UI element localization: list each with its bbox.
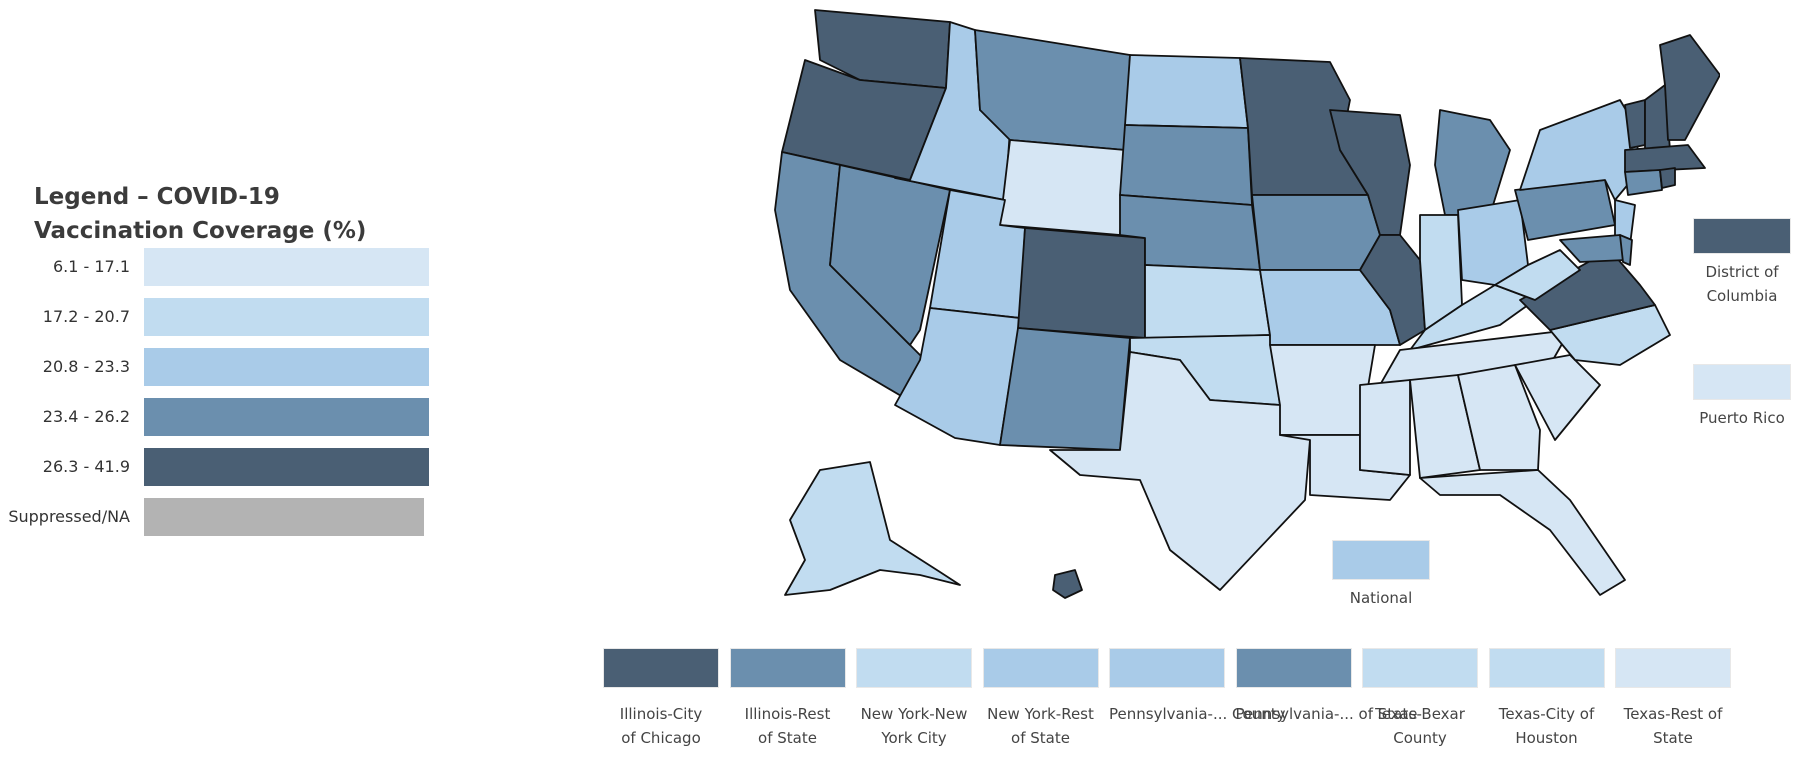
jurisdiction-label: Illinois-City of Chicago xyxy=(619,705,703,747)
jurisdiction-label: Texas-Bexar County xyxy=(1375,705,1465,747)
legend-item-swatch xyxy=(144,348,429,386)
state-delaware[interactable] xyxy=(1619,234,1633,266)
state-new-mexico[interactable] xyxy=(999,327,1131,451)
national-label: National xyxy=(1349,589,1413,607)
state-south-dakota[interactable] xyxy=(1119,124,1253,206)
state-iowa[interactable] xyxy=(1251,194,1381,271)
legend-item-swatch xyxy=(144,398,429,436)
legend-item-swatch xyxy=(144,448,429,486)
jurisdiction-item[interactable]: New York-New York City xyxy=(856,648,972,750)
legend-item-swatch xyxy=(144,498,424,536)
jurisdiction-swatch xyxy=(856,648,972,688)
state-maine[interactable] xyxy=(1659,34,1721,141)
state-north-dakota[interactable] xyxy=(1124,54,1249,129)
jurisdiction-label: Pennsylvania-... of State xyxy=(1235,705,1418,723)
jurisdiction-item[interactable]: New York-Rest of State xyxy=(982,648,1099,750)
jurisdiction-swatch xyxy=(1362,648,1478,688)
jurisdiction-label: New York-New York City xyxy=(860,705,968,747)
jurisdiction-swatch xyxy=(982,648,1099,688)
legend-item: 20.8 - 23.3 xyxy=(0,348,440,386)
pr-swatch xyxy=(1693,364,1791,400)
national-swatch xyxy=(1332,540,1430,580)
jurisdiction-swatch xyxy=(1235,648,1352,688)
jurisdiction-label: Texas-Rest of State xyxy=(1623,705,1723,747)
state-colorado[interactable] xyxy=(1017,227,1146,339)
jurisdiction-swatch xyxy=(729,648,846,688)
state-rhode-island[interactable] xyxy=(1659,167,1676,189)
jurisdiction-label: New York-Rest of State xyxy=(987,705,1094,747)
state-alaska[interactable] xyxy=(784,461,961,596)
state-mississippi[interactable] xyxy=(1359,379,1411,476)
legend-item-label: Suppressed/NA xyxy=(8,507,130,526)
jurisdiction-swatch xyxy=(603,648,719,688)
state-wyoming[interactable] xyxy=(999,139,1126,236)
state-hawaii[interactable] xyxy=(1052,569,1083,599)
jurisdiction-item[interactable]: Pennsylvania-... County xyxy=(1109,648,1286,726)
dc-box: District of Columbia xyxy=(1690,218,1794,308)
state-michigan[interactable] xyxy=(1434,109,1511,216)
us-map-svg xyxy=(774,9,1721,599)
jurisdiction-item[interactable]: Texas-City of Houston xyxy=(1488,648,1605,750)
legend-item-label: 26.3 - 41.9 xyxy=(42,457,130,476)
legend-title: Legend – COVID-19 Vaccination Coverage (… xyxy=(34,184,367,244)
state-kansas[interactable] xyxy=(1144,264,1271,339)
jurisdiction-label: Illinois-Rest of State xyxy=(744,705,831,747)
jurisdiction-item[interactable]: Texas-Rest of State xyxy=(1615,648,1731,750)
legend-item: 6.1 - 17.1 xyxy=(0,248,440,286)
state-south-carolina[interactable] xyxy=(1514,354,1601,441)
legend-item-swatch xyxy=(144,248,429,286)
legend-item: Suppressed/NA xyxy=(0,498,440,536)
dc-swatch xyxy=(1693,218,1791,254)
state-florida[interactable] xyxy=(1419,469,1626,596)
national-box: National xyxy=(1326,540,1436,610)
legend-item-label: 6.1 - 17.1 xyxy=(52,257,130,276)
jurisdiction-swatch xyxy=(1488,648,1605,688)
legend-item-label: 20.8 - 23.3 xyxy=(42,357,130,376)
legend-item: 26.3 - 41.9 xyxy=(0,448,440,486)
pr-box: Puerto Rico xyxy=(1690,364,1794,430)
state-georgia[interactable] xyxy=(1457,364,1541,471)
jurisdiction-label: Pennsylvania-... County xyxy=(1109,705,1286,723)
jurisdiction-item[interactable]: Pennsylvania-... of State xyxy=(1235,648,1418,726)
jurisdiction-strip: Illinois-City of Chicago Illinois-Rest of S… xyxy=(603,648,1733,758)
jurisdiction-item[interactable]: Illinois-Rest of State xyxy=(729,648,846,750)
legend-item: 17.2 - 20.7 xyxy=(0,298,440,336)
jurisdiction-label: Texas-City of Houston xyxy=(1498,705,1595,747)
state-texas[interactable] xyxy=(1049,351,1311,591)
jurisdiction-swatch xyxy=(1109,648,1225,688)
legend-item-label: 23.4 - 26.2 xyxy=(42,407,130,426)
state-connecticut[interactable] xyxy=(1624,169,1663,196)
dc-label: District of Columbia xyxy=(1705,263,1779,305)
legend-item: 23.4 - 26.2 xyxy=(0,398,440,436)
legend-item-swatch xyxy=(144,298,429,336)
state-west-virginia[interactable] xyxy=(1494,249,1581,301)
state-massachusetts[interactable] xyxy=(1624,144,1706,173)
state-illinois[interactable] xyxy=(1359,234,1426,346)
legend-item-label: 17.2 - 20.7 xyxy=(42,307,130,326)
state-maryland[interactable] xyxy=(1559,234,1626,263)
jurisdiction-item[interactable]: Texas-Bexar County xyxy=(1362,648,1478,750)
jurisdiction-swatch xyxy=(1615,648,1731,688)
jurisdiction-item[interactable]: Illinois-City of Chicago xyxy=(603,648,719,750)
pr-label: Puerto Rico xyxy=(1699,409,1785,427)
us-map xyxy=(720,0,1721,610)
